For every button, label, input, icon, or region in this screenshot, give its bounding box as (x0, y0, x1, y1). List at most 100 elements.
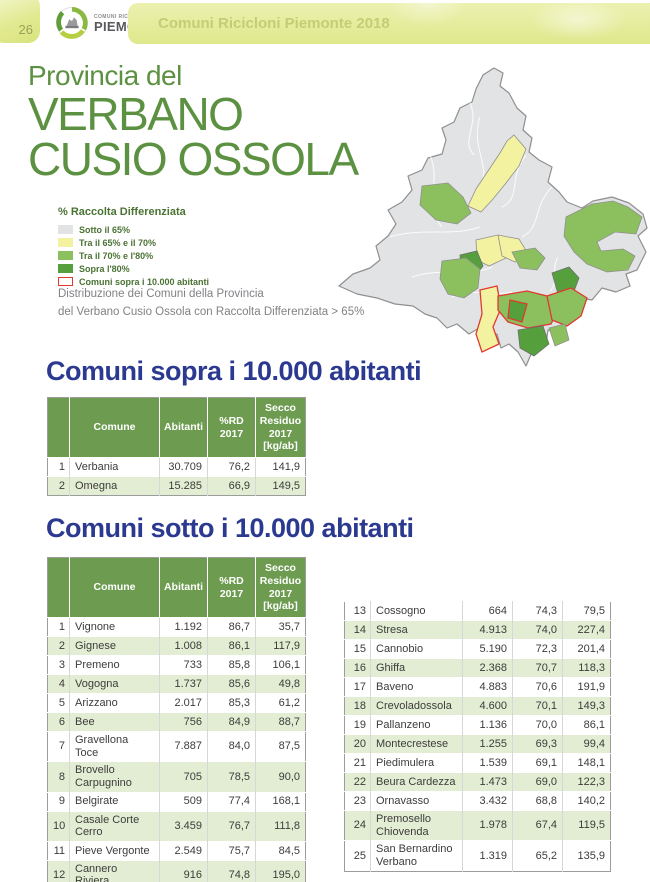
province-title-line1: Provincia del (28, 60, 182, 91)
col-header-abitanti: Abitanti (159, 397, 208, 458)
table-cell: 18 (344, 696, 371, 716)
table-row: 22 Beura Cardezza 1.473 69,0 122,3 (344, 772, 611, 792)
table-cell: 117,9 (255, 636, 306, 656)
table-cell: 13 (344, 601, 371, 621)
table-cell: 75,7 (207, 840, 256, 861)
table-cell: 7.887 (159, 730, 208, 762)
table-cell: Gignese (69, 636, 160, 656)
table-body-sotto-left: 1 Vignone 1.192 86,7 35,7 2 Gignese 1.008 86,1 11… (47, 617, 306, 882)
table-cell: 84,5 (255, 840, 306, 861)
table-row: 15 Cannobio 5.190 72,3 201,4 (344, 639, 611, 659)
table-cell: Piedimulera (370, 753, 463, 773)
table-row: 16 Ghiffa 2.368 70,7 118,3 (344, 658, 611, 678)
table-cell: 118,3 (562, 658, 611, 678)
table-cell: Montecrestese (370, 734, 463, 754)
table-cell: 119,5 (562, 809, 611, 841)
table-cell: 21 (344, 753, 371, 773)
table-cell: 70,0 (512, 715, 563, 735)
table-row: 7 Gravellona Toce 7.887 84,0 87,5 (47, 730, 306, 762)
province-map (338, 67, 648, 367)
table-cell: 8 (47, 761, 70, 793)
table-cell: 191,9 (562, 677, 611, 697)
table-cell: 79,5 (562, 601, 611, 621)
table-cell: 88,7 (255, 712, 306, 732)
table-cell: 916 (159, 859, 208, 882)
map-legend: % Raccolta Differenziata Sotto il 65% Tr… (58, 206, 209, 288)
table-cell: Ghiffa (370, 658, 463, 678)
map-caption: Distribuzione dei Comuni della Provincia… (58, 286, 364, 322)
col-header-rd2017: %RD 2017 (207, 557, 256, 618)
table-cell: Bee (69, 712, 160, 732)
legend-item: Tra il 65% e il 70% (58, 236, 209, 249)
table-cell: 76,2 (207, 457, 256, 477)
table-cell: 35,7 (255, 617, 306, 637)
table-header-row: Comune Abitanti %RD 2017 Secco Residuo 2… (47, 397, 306, 458)
table-cell: Gravellona Toce (69, 730, 160, 762)
table-cell: 84,9 (207, 712, 256, 732)
table-cell: 86,1 (562, 715, 611, 735)
table-cell: 1.539 (462, 753, 513, 773)
table-cell: 1.978 (462, 809, 513, 841)
legend-label: Sotto il 65% (79, 224, 131, 235)
table-row: 5 Arizzano 2.017 85,3 61,2 (47, 693, 306, 713)
table-cell: 5.190 (462, 639, 513, 659)
table-cell: Arizzano (69, 693, 160, 713)
table-cell: Premeno (69, 655, 160, 675)
table-cell: Ornavasso (370, 791, 463, 811)
table-cell: 78,5 (207, 761, 256, 793)
table-cell: Beura Cardezza (370, 772, 463, 792)
table-row: 13 Cossogno 664 74,3 79,5 (344, 601, 611, 621)
table-cell: 1.255 (462, 734, 513, 754)
table-cell: 227,4 (562, 620, 611, 640)
table-row: 24 Premosello Chiovenda 1.978 67,4 119,5 (344, 809, 611, 841)
legend-title: % Raccolta Differenziata (58, 206, 186, 218)
province-title-line2: VERBANO (28, 88, 244, 140)
table-cell: 1 (47, 617, 70, 637)
table-header-row: Comune Abitanti %RD 2017 Secco Residuo 2… (47, 557, 306, 618)
table-cell: 85,3 (207, 693, 256, 713)
table-cell: Cannero Riviera (69, 859, 160, 882)
table-cell: 72,3 (512, 639, 563, 659)
table-cell: 149,3 (562, 696, 611, 716)
table-cell: Vignone (69, 617, 160, 637)
table-cell: 70,6 (512, 677, 563, 697)
legend-item: Comuni sopra i 10.000 abitanti (58, 275, 209, 288)
table-row: 10 Casale Corte Cerro 3.459 76,7 111,8 (47, 810, 306, 842)
col-header-index (47, 397, 70, 458)
table-cell: 77,4 (207, 791, 256, 812)
table-cell: 1.737 (159, 674, 208, 694)
table-row: 12 Cannero Riviera 916 74,8 195,0 (47, 859, 306, 882)
table-row: 1 Verbania 30.709 76,2 141,9 (47, 457, 306, 477)
table-cell: Brovello Carpugnino (69, 761, 160, 793)
table-row: 2 Gignese 1.008 86,1 117,9 (47, 636, 306, 656)
province-title-line3: CUSIO OSSOLA (28, 133, 359, 186)
table-cell: 74,0 (512, 620, 563, 640)
table-row: 18 Crevoladossola 4.600 70,1 149,3 (344, 696, 611, 716)
page-number-blob: 26 (0, 0, 40, 43)
table-cell: 733 (159, 655, 208, 675)
table-cell: 1.319 (462, 840, 513, 872)
table-cell: 49,8 (255, 674, 306, 694)
table-cell: 6 (47, 712, 70, 732)
table-cell: 5 (47, 693, 70, 713)
table-cell: San Bernardino Verbano (370, 840, 463, 872)
table-cell: 149,5 (255, 476, 306, 496)
table-row: 20 Montecrestese 1.255 69,3 99,4 (344, 734, 611, 754)
table-cell: 1 (47, 457, 70, 477)
col-header-rd2017: %RD 2017 (207, 397, 256, 458)
header-band: Comuni Ricicloni Piemonte 2018 (128, 3, 650, 44)
table-cell: 12 (47, 859, 70, 882)
table-cell: Pallanzeno (370, 715, 463, 735)
recycle-logo-icon (55, 6, 89, 40)
table-cell: 69,1 (512, 753, 563, 773)
table-cell: Pieve Vergonte (69, 840, 160, 861)
logo-text-top: COMUNI RICICLONI (94, 13, 148, 20)
table-cell: 2.017 (159, 693, 208, 713)
table-cell: 84,0 (207, 730, 256, 762)
section-title-sopra: Comuni sopra i 10.000 abitanti (46, 356, 422, 386)
table-cell: 148,1 (562, 753, 611, 773)
table-cell: 69,0 (512, 772, 563, 792)
table-cell: 16 (344, 658, 371, 678)
table-body-sopra: 1 Verbania 30.709 76,2 141,9 2 Omegna 15.285 66,… (47, 457, 306, 496)
table-cell: 2.549 (159, 840, 208, 861)
